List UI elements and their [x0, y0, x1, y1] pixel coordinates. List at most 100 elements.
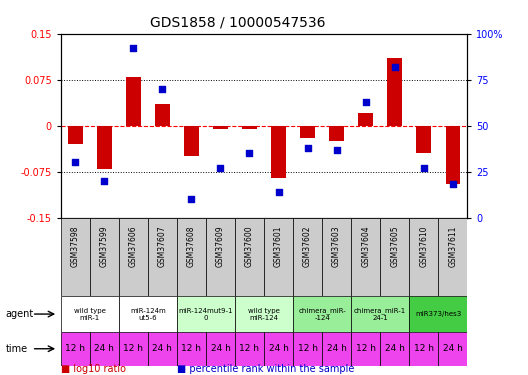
Text: GSM37606: GSM37606 [129, 225, 138, 267]
Text: miR373/hes3: miR373/hes3 [415, 311, 461, 317]
Bar [235, 217, 264, 296]
Text: GDS1858 / 10000547536: GDS1858 / 10000547536 [150, 16, 325, 30]
Text: GSM37602: GSM37602 [303, 225, 312, 267]
Bar [90, 217, 119, 296]
Bar [61, 217, 90, 296]
Bar [351, 296, 409, 332]
Bar [388, 58, 402, 126]
Bar [438, 332, 467, 366]
Bar [293, 217, 322, 296]
Bar [61, 296, 119, 332]
Text: 12 h: 12 h [414, 344, 433, 353]
Text: 12 h: 12 h [356, 344, 375, 353]
Point [158, 86, 167, 92]
Text: 12 h: 12 h [298, 344, 317, 353]
Point [275, 189, 283, 195]
Text: miR-124m
ut5-6: miR-124m ut5-6 [130, 308, 166, 321]
Bar [380, 332, 409, 366]
Point [361, 99, 370, 105]
Text: wild type
miR-1: wild type miR-1 [74, 308, 106, 321]
Bar [184, 126, 199, 156]
Bar [438, 217, 467, 296]
Bar [351, 332, 380, 366]
Bar [213, 126, 228, 129]
Text: GSM37608: GSM37608 [187, 225, 196, 267]
Point [100, 178, 109, 184]
Text: GSM37605: GSM37605 [390, 225, 399, 267]
Point [391, 64, 399, 70]
Text: GSM37600: GSM37600 [245, 225, 254, 267]
Bar [409, 217, 438, 296]
Text: GSM37601: GSM37601 [274, 225, 283, 267]
Point [303, 145, 312, 151]
Bar [68, 126, 82, 144]
Point [245, 150, 254, 156]
Text: 12 h: 12 h [124, 344, 143, 353]
Bar [293, 296, 351, 332]
Bar [359, 113, 373, 126]
Text: ■ log10 ratio: ■ log10 ratio [61, 364, 126, 374]
Bar [409, 296, 467, 332]
Text: GSM37607: GSM37607 [158, 225, 167, 267]
Text: GSM37604: GSM37604 [361, 225, 370, 267]
Text: 24 h: 24 h [385, 344, 404, 353]
Text: chimera_miR-1
24-1: chimera_miR-1 24-1 [354, 307, 406, 321]
Point [129, 45, 137, 51]
Point [333, 147, 341, 153]
Bar [235, 296, 293, 332]
Text: wild type
miR-124: wild type miR-124 [248, 308, 280, 321]
Text: GSM37611: GSM37611 [448, 225, 457, 267]
Text: 24 h: 24 h [327, 344, 346, 353]
Text: 24 h: 24 h [153, 344, 172, 353]
Bar [235, 332, 264, 366]
Text: miR-124mut9-1
0: miR-124mut9-1 0 [178, 308, 233, 321]
Bar [409, 332, 438, 366]
Point [449, 182, 457, 188]
Bar [242, 126, 257, 129]
Bar [148, 217, 177, 296]
Bar [329, 126, 344, 141]
Text: 12 h: 12 h [240, 344, 259, 353]
Bar [417, 126, 431, 153]
Bar [155, 104, 169, 126]
Bar [206, 217, 235, 296]
Text: 12 h: 12 h [182, 344, 201, 353]
Text: ■ percentile rank within the sample: ■ percentile rank within the sample [177, 364, 354, 374]
Bar [97, 126, 111, 168]
Bar [61, 332, 90, 366]
Text: GSM37603: GSM37603 [332, 225, 341, 267]
Bar [177, 332, 206, 366]
Bar [271, 126, 286, 178]
Point [187, 196, 196, 202]
Text: GSM37598: GSM37598 [71, 225, 80, 267]
Text: 24 h: 24 h [443, 344, 463, 353]
Bar [300, 126, 315, 138]
Text: GSM37610: GSM37610 [419, 225, 428, 267]
Text: agent: agent [5, 309, 34, 319]
Bar [293, 332, 322, 366]
Bar [322, 217, 351, 296]
Text: time: time [5, 344, 27, 354]
Text: 24 h: 24 h [211, 344, 230, 353]
Text: GSM37599: GSM37599 [100, 225, 109, 267]
Text: 24 h: 24 h [269, 344, 288, 353]
Bar [264, 217, 293, 296]
Bar [177, 217, 206, 296]
Bar [119, 217, 148, 296]
Bar [119, 332, 148, 366]
Bar [206, 332, 235, 366]
Point [420, 165, 428, 171]
Text: GSM37609: GSM37609 [216, 225, 225, 267]
Text: 12 h: 12 h [65, 344, 85, 353]
Point [71, 159, 80, 165]
Text: chimera_miR-
-124: chimera_miR- -124 [298, 307, 346, 321]
Bar [351, 217, 380, 296]
Bar [119, 296, 177, 332]
Bar [322, 332, 351, 366]
Bar [264, 332, 293, 366]
Bar [126, 76, 140, 126]
Bar [177, 296, 235, 332]
Bar [90, 332, 119, 366]
Point [216, 165, 225, 171]
Bar [446, 126, 460, 184]
